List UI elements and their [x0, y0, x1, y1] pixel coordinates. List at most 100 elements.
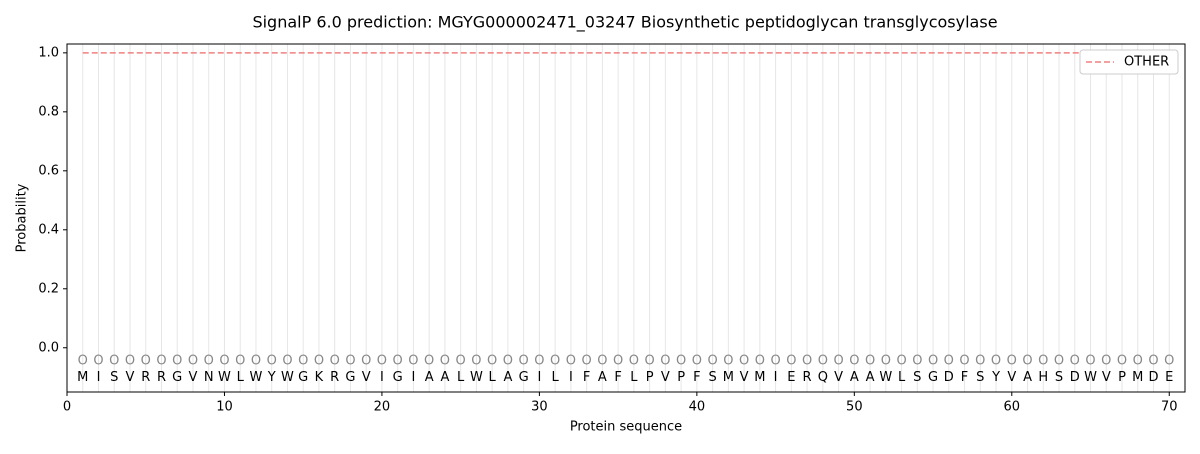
predicted-label: O: [456, 354, 466, 369]
residue: V: [661, 370, 670, 385]
residue: L: [630, 370, 638, 385]
residue: G: [928, 370, 938, 385]
predicted-label: O: [471, 354, 481, 369]
residue: W: [879, 370, 892, 385]
residue: G: [393, 370, 403, 385]
predicted-label: O: [1164, 354, 1174, 369]
y-tick-label: 0.2: [38, 281, 59, 296]
residue: Y: [267, 370, 276, 385]
residue: Q: [818, 370, 828, 385]
predicted-label: O: [519, 354, 529, 369]
residue: A: [866, 370, 875, 385]
residue: A: [440, 370, 449, 385]
predicted-label: O: [881, 354, 891, 369]
predicted-label: O: [424, 354, 434, 369]
predicted-label: O: [1022, 354, 1032, 369]
predicted-label: O: [723, 354, 733, 369]
residue: G: [298, 370, 308, 385]
predicted-label: O: [786, 354, 796, 369]
residue: A: [850, 370, 859, 385]
residue: A: [598, 370, 607, 385]
residue: R: [803, 370, 812, 385]
predicted-label: O: [141, 354, 151, 369]
residue: A: [425, 370, 434, 385]
residue: F: [614, 370, 621, 385]
predicted-label: O: [865, 354, 875, 369]
x-tick-label: 60: [1004, 400, 1021, 415]
residue: W: [250, 370, 263, 385]
residue: P: [677, 370, 685, 385]
predicted-label: O: [330, 354, 340, 369]
residue: L: [457, 370, 465, 385]
residue: H: [1038, 370, 1048, 385]
residue: S: [976, 370, 984, 385]
predicted-label: O: [944, 354, 954, 369]
predicted-label: O: [1007, 354, 1017, 369]
residue: N: [204, 370, 214, 385]
chart-title: SignalP 6.0 prediction: MGYG000002471_03…: [252, 13, 997, 33]
residue: I: [774, 370, 778, 385]
predicted-label: O: [487, 354, 497, 369]
predicted-label: O: [755, 354, 765, 369]
residue: M: [77, 370, 88, 385]
residue: L: [237, 370, 245, 385]
residue: V: [1007, 370, 1016, 385]
predicted-label: O: [440, 354, 450, 369]
x-tick-label: 50: [846, 400, 863, 415]
predicted-label: O: [188, 354, 198, 369]
residue: R: [157, 370, 166, 385]
residue: A: [503, 370, 512, 385]
predicted-label: O: [534, 354, 544, 369]
residue: W: [470, 370, 483, 385]
predicted-label: O: [676, 354, 686, 369]
predicted-label: O: [597, 354, 607, 369]
legend-box: [1079, 49, 1179, 75]
residue: V: [362, 370, 371, 385]
predicted-label: O: [345, 354, 355, 369]
plot-frame: [66, 43, 1186, 393]
residue: D: [944, 370, 954, 385]
predicted-label: O: [78, 354, 88, 369]
predicted-label: O: [629, 354, 639, 369]
predicted-label: O: [896, 354, 906, 369]
residue: F: [693, 370, 700, 385]
predicted-label: O: [582, 354, 592, 369]
predicted-label: O: [1101, 354, 1111, 369]
predicted-label: O: [818, 354, 828, 369]
residue: L: [489, 370, 497, 385]
predicted-label: O: [377, 354, 387, 369]
residue: G: [345, 370, 355, 385]
residue: V: [740, 370, 749, 385]
y-tick-label: 1.0: [38, 45, 59, 60]
x-axis-label: Protein sequence: [570, 420, 682, 435]
x-tick-label: 40: [689, 400, 706, 415]
residue: V: [834, 370, 843, 385]
predicted-label: O: [645, 354, 655, 369]
predicted-label: O: [928, 354, 938, 369]
predicted-label: O: [912, 354, 922, 369]
predicted-label: O: [707, 354, 717, 369]
predicted-label: O: [613, 354, 623, 369]
x-tick-label: 20: [374, 400, 391, 415]
residue: M: [723, 370, 734, 385]
residue: V: [189, 370, 198, 385]
residue: W: [1084, 370, 1097, 385]
residue: R: [141, 370, 150, 385]
residue: D: [1070, 370, 1080, 385]
residue: V: [126, 370, 135, 385]
residue: M: [1132, 370, 1143, 385]
predicted-label: O: [393, 354, 403, 369]
predicted-label: O: [267, 354, 277, 369]
predicted-label: O: [93, 354, 103, 369]
predicted-label: O: [692, 354, 702, 369]
predicted-label: O: [298, 354, 308, 369]
predicted-label: O: [550, 354, 560, 369]
residue: K: [315, 370, 324, 385]
residue: M: [754, 370, 765, 385]
predicted-label: O: [251, 354, 261, 369]
residue: F: [961, 370, 968, 385]
y-tick-label: 0.8: [38, 104, 59, 119]
y-tick-label: 0.0: [38, 340, 59, 355]
residue: F: [583, 370, 590, 385]
